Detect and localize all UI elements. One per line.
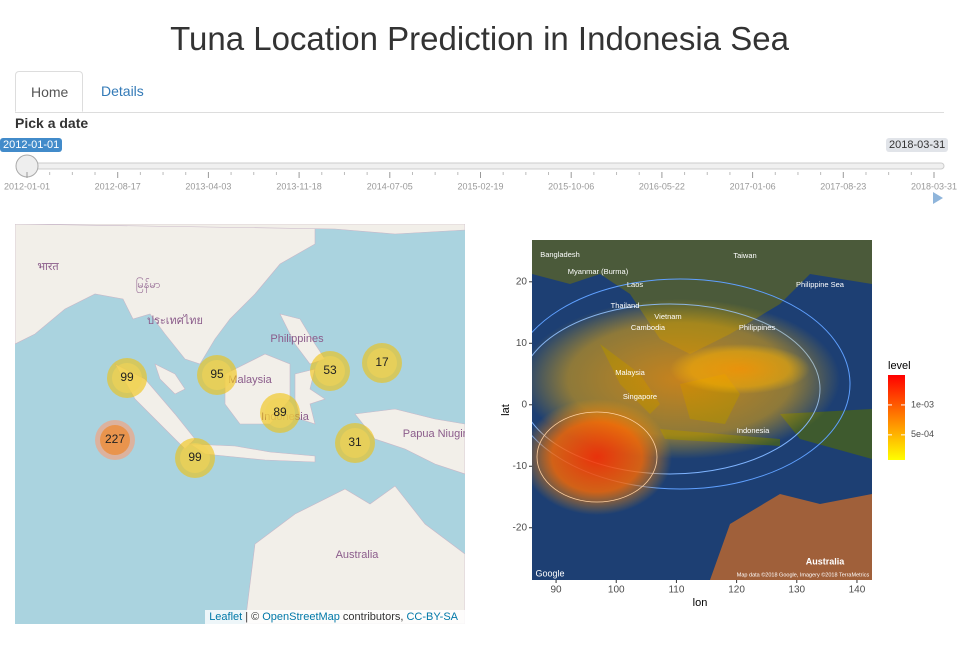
attribution-link[interactable]: Leaflet (209, 611, 243, 623)
x-tick-label: 120 (728, 585, 745, 596)
basemap-label: Myanmar (Burma) (568, 267, 629, 276)
x-tick-label: 90 (551, 585, 563, 596)
place-label: မြန်မာ (136, 277, 161, 293)
place-label: Australia (336, 549, 380, 561)
legend-tick-label: 1e-03 (911, 399, 934, 409)
y-tick-label: 20 (516, 276, 528, 287)
slider[interactable]: 2012-01-01 2012-08-17 2013-04-03 2013-11-18… (0, 150, 959, 210)
basemap-label: Laos (627, 280, 644, 289)
place-label: ประเทศไทย (147, 314, 203, 327)
basemap-labels: Bangladesh Myanmar (Burma) Laos Thailand… (535, 250, 869, 578)
x-tick-label: 140 (849, 585, 866, 596)
cluster-count: 31 (348, 435, 362, 449)
slider-tick-label: 2012-01-01 (4, 181, 50, 191)
land (15, 224, 465, 624)
tab[interactable]: Home (15, 71, 83, 112)
slider-tick-label: 2017-01-06 (730, 181, 776, 191)
basemap-label: Philippine Sea (796, 280, 845, 289)
attribution-text: | © (245, 611, 260, 623)
basemap-label: Australia (806, 556, 846, 566)
y-tick-label: 0 (521, 399, 527, 410)
slider-label: Pick a date (15, 115, 89, 131)
place-label: Papua Niugini (403, 428, 465, 440)
basemap-label: Philippines (739, 323, 776, 332)
tab[interactable]: Details (101, 83, 144, 99)
tab-border (15, 112, 944, 113)
place-label: भारत (37, 261, 59, 273)
cluster-count: 89 (273, 405, 287, 419)
cluster-count: 53 (323, 363, 337, 377)
slider-value: 2012-01-01 (0, 138, 63, 152)
slider-tick-label: 2013-04-03 (185, 181, 231, 191)
basemap-label: Bangladesh (540, 250, 580, 259)
place-label: Malaysia (228, 374, 272, 386)
leaflet-map[interactable]: भारत မြန်မာ ประเทศไทย Philippines Malays… (15, 224, 465, 624)
legend-colorbar (888, 375, 905, 460)
map-tiles: भारत မြန်မာ ประเทศไทย Philippines Malays… (15, 224, 465, 624)
slider-max: 2018-03-31 (886, 138, 949, 152)
slider-tick-label: 2013-11-18 (276, 181, 321, 191)
map-background (532, 240, 872, 580)
x-tick-label: 110 (668, 585, 684, 596)
attribution-text: contributors, (342, 611, 404, 623)
basemap-label: Indonesia (737, 426, 770, 435)
y-tick-label: -10 (513, 461, 528, 472)
y-tick-label: 10 (516, 338, 528, 349)
cluster-marker[interactable] (340, 428, 370, 458)
x-tick-label: 130 (788, 585, 805, 596)
x-tick-label: 100 (608, 585, 625, 596)
basemap-label: Vietnam (654, 312, 681, 321)
cluster-marker[interactable] (367, 348, 397, 378)
map-attribution: Leaflet | © OpenStreetMap contributors, CC-B… (205, 610, 465, 624)
basemap-label: Taiwan (733, 251, 756, 260)
basemap-label: Malaysia (615, 368, 645, 377)
legend-title: level (888, 360, 911, 372)
x-axis-label: lon (693, 597, 708, 609)
slider-tick-label: 2012-08-17 (95, 181, 141, 191)
attribution-link[interactable]: OpenStreetMap (262, 611, 340, 623)
slider-tick-label: 2017-08-23 (820, 181, 866, 191)
cluster-marker[interactable] (100, 425, 130, 455)
basemap-label: Cambodia (631, 323, 666, 332)
cluster-count: 95 (210, 367, 224, 381)
basemap-label: Map data ©2018 Google, Imagery ©2018 Ter… (737, 571, 870, 578)
cluster-count: 99 (120, 370, 134, 384)
slider-tick-label: 2015-02-19 (457, 181, 503, 191)
slider-tick-label: 2015-10-06 (548, 181, 594, 191)
legend-tick-label: 5e-04 (911, 429, 934, 439)
cluster-marker[interactable] (112, 363, 142, 393)
cluster-marker[interactable] (265, 398, 295, 428)
y-tick-label: -20 (513, 522, 528, 533)
slider-track (26, 162, 945, 170)
slider-tick-label: 2014-07-05 (367, 181, 413, 191)
cluster-marker[interactable] (180, 443, 210, 473)
basemap-label: Google (535, 568, 564, 578)
cluster-count: 99 (188, 450, 202, 464)
cluster-marker[interactable] (202, 360, 232, 390)
slider-tick-label: 2018-03-31 (911, 181, 957, 191)
cluster-count: 227 (105, 432, 125, 446)
page-title: Tuna Location Prediction in Indonesia Se… (170, 20, 789, 57)
density-plot: Bangladesh Myanmar (Burma) Laos Thailand… (500, 240, 934, 609)
cluster-marker[interactable] (315, 356, 345, 386)
y-axis-label: lat (500, 404, 512, 416)
play-button[interactable] (933, 192, 943, 204)
attribution-link[interactable]: CC-BY-SA (406, 611, 458, 623)
cluster-count: 17 (375, 355, 389, 369)
place-label: Philippines (270, 333, 324, 345)
slider-tick-label: 2016-05-22 (639, 181, 685, 191)
basemap-label: Singapore (623, 392, 657, 401)
basemap-label: Thailand (611, 301, 640, 310)
